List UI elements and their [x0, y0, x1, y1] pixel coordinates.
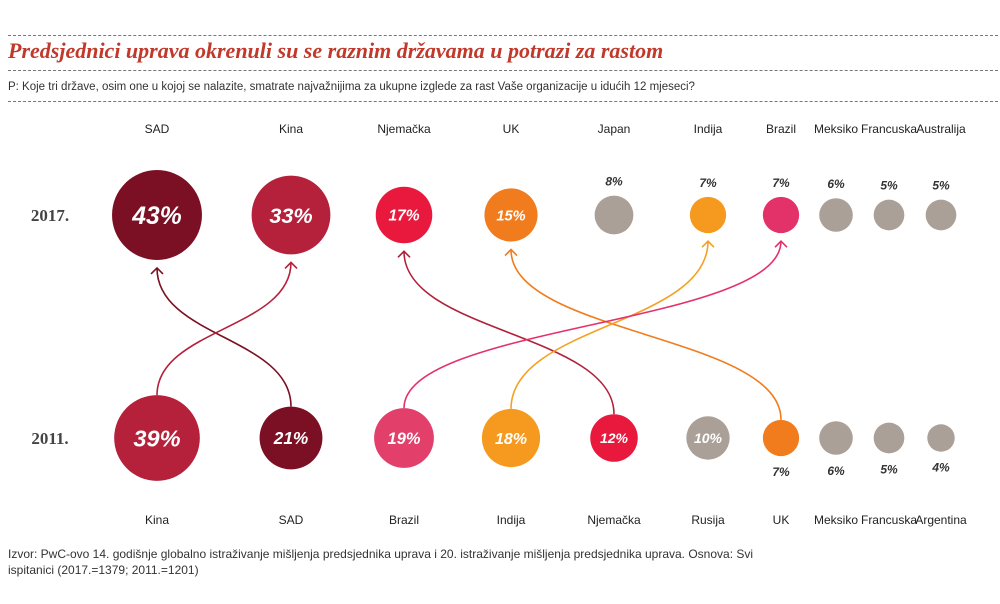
link-arrow-njemacka [397, 250, 411, 258]
title-divider-bottom [8, 70, 998, 71]
question-divider [8, 101, 998, 102]
value-label-brazil-0: 7% [772, 176, 790, 190]
value-label-rusija-1: 10% [694, 430, 723, 446]
bubble-indija-1 [481, 408, 541, 468]
value-label-meksiko-1: 6% [827, 464, 845, 478]
bubble-brazil-0 [762, 196, 800, 234]
category-label-uk-0: UK [503, 122, 520, 136]
category-label-brazil-1: Brazil [389, 513, 419, 527]
bubble-sad-0 [112, 170, 202, 260]
link-arrow-indija [701, 240, 715, 248]
value-label-uk-0: 15% [496, 208, 525, 224]
link-arrow-brazil [774, 240, 788, 248]
link-arrow-sad [150, 266, 164, 275]
value-label-meksiko-0: 6% [827, 177, 845, 191]
value-label-australija-0: 5% [932, 179, 950, 193]
category-label-japan-0: Japan [598, 122, 631, 136]
value-label-argentina-1: 4% [931, 461, 950, 475]
category-label-sad-1: SAD [279, 513, 304, 527]
value-label-japan-0: 8% [605, 175, 623, 189]
category-label-indija-1: Indija [497, 513, 526, 527]
year-label-1: 2011. [31, 429, 68, 448]
value-label-kina-1: 39% [133, 425, 180, 451]
bubble-kina-0 [251, 175, 331, 255]
link-kina [156, 262, 292, 396]
link-indija [510, 241, 709, 409]
category-label-sad-0: SAD [145, 122, 170, 136]
category-label-australija-0: Australija [916, 122, 966, 136]
link-arrow-uk [504, 248, 518, 257]
category-label-indija-0: Indija [694, 122, 723, 136]
category-label-kina-1: Kina [145, 513, 169, 527]
value-label-sad-0: 43% [131, 203, 181, 230]
link-njemacka [403, 251, 615, 415]
source-note: Izvor: PwC-ovo 14. godišnje globalno ist… [8, 547, 754, 577]
category-label-njemacka-0: Njemačka [377, 122, 431, 136]
value-label-indija-1: 18% [495, 431, 527, 448]
survey-question: P: Koje tri države, osim one u kojoj se … [8, 81, 695, 93]
value-label-francuska-1: 5% [880, 462, 898, 476]
bubble-uk-0 [484, 188, 538, 242]
category-label-argentina-1: Argentina [915, 513, 967, 527]
bubble-argentina-1 [927, 424, 955, 452]
value-label-uk-1: 7% [772, 465, 790, 479]
link-brazil [403, 241, 782, 409]
category-label-francuska-1: Francuska [861, 513, 917, 527]
bubble-indija-0 [689, 196, 727, 234]
year-label-0: 2017. [31, 206, 69, 225]
category-label-uk-1: UK [773, 513, 790, 527]
bubble-francuska-0 [873, 199, 905, 231]
labels: 2017. 43% SAD 33% Kina 17% Njemačka 15% UK 8% Japa… [31, 122, 967, 527]
category-label-kina-0: Kina [279, 122, 303, 136]
bubble-australija-0 [925, 199, 957, 231]
link-arrow-kina [284, 261, 298, 269]
bubbles [112, 170, 957, 481]
chart-title: Predsjednici uprava okrenuli su se razni… [8, 38, 664, 63]
bubble-francuska-1 [873, 422, 905, 454]
value-label-brazil-1: 19% [388, 430, 421, 448]
bubble-meksiko-1 [819, 421, 853, 455]
category-label-njemacka-1: Njemačka [587, 513, 641, 527]
category-label-francuska-0: Francuska [861, 122, 917, 136]
category-label-brazil-0: Brazil [766, 122, 796, 136]
bubble-japan-0 [594, 195, 634, 235]
title-divider-top [8, 35, 998, 36]
ranking-links [150, 240, 788, 420]
bubble-sad-1 [259, 406, 323, 470]
bubble-rusija-1 [686, 416, 730, 460]
value-label-njemacka-1: 12% [600, 430, 629, 446]
bubble-meksiko-0 [819, 198, 853, 232]
bubble-njemacka-1 [590, 414, 638, 462]
bubble-kina-1 [114, 395, 200, 481]
bubble-njemacka-0 [375, 186, 433, 244]
value-label-indija-0: 7% [699, 176, 717, 190]
category-label-rusija-1: Rusija [691, 513, 725, 527]
bubble-brazil-1 [374, 408, 434, 468]
value-label-francuska-0: 5% [880, 179, 898, 193]
value-label-kina-0: 33% [269, 203, 312, 228]
value-label-sad-1: 21% [273, 428, 309, 448]
value-label-njemacka-0: 17% [388, 208, 419, 225]
link-uk [510, 249, 782, 420]
link-sad [156, 267, 292, 407]
category-label-meksiko-0: Meksiko [814, 122, 858, 136]
bubble-uk-1 [762, 419, 800, 457]
category-label-meksiko-1: Meksiko [814, 513, 858, 527]
